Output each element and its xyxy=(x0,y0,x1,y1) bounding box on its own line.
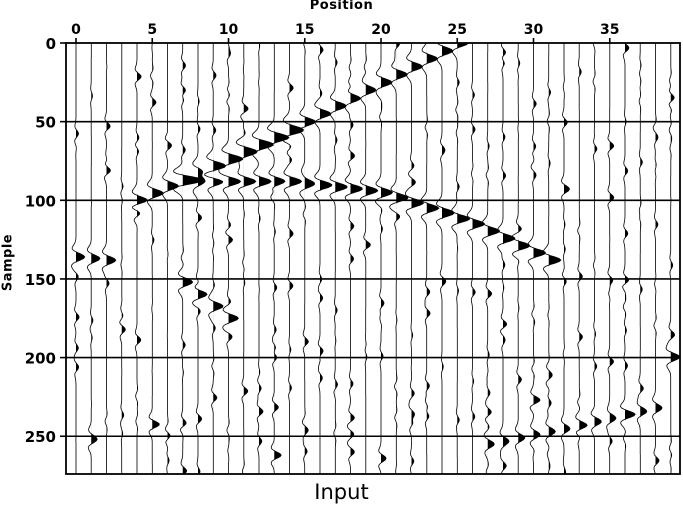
trace-fill xyxy=(167,43,179,474)
trace-fill xyxy=(533,43,546,474)
trace-fill xyxy=(182,43,204,474)
trace-wiggle xyxy=(481,43,501,475)
trace-fill xyxy=(442,43,455,474)
trace-wiggle xyxy=(71,43,86,474)
trace-fill xyxy=(564,43,570,474)
trace-fill xyxy=(503,43,515,474)
trace-fill xyxy=(198,43,207,474)
trace-wiggle xyxy=(497,42,516,475)
x-tick-label: 5 xyxy=(147,22,157,38)
trace-wiggle xyxy=(172,43,205,475)
x-tick-label: 35 xyxy=(600,22,619,38)
trace-fill xyxy=(320,43,332,474)
trace-wiggle xyxy=(543,43,562,475)
x-tick-label: 25 xyxy=(448,22,467,38)
trace-wiggle xyxy=(359,43,379,474)
trace-wiggle xyxy=(235,43,258,475)
x-tick-label: 30 xyxy=(524,22,544,38)
plot-frame xyxy=(65,42,681,475)
y-tick-label: 200 xyxy=(25,350,56,368)
trace-wiggle xyxy=(665,43,681,475)
trace-fill xyxy=(106,43,116,474)
trace-fill xyxy=(152,43,163,474)
trace-fill xyxy=(411,43,424,474)
trace-fill xyxy=(670,43,680,474)
trace-wiggle xyxy=(162,43,180,475)
trace-fill xyxy=(228,43,243,474)
trace-wiggle xyxy=(329,43,348,474)
trace-wiggle xyxy=(606,43,617,474)
trace-wiggle xyxy=(101,43,117,474)
y-tick-label: 250 xyxy=(25,428,56,446)
trace-wiggle xyxy=(590,42,602,474)
chart-title: Input xyxy=(314,480,369,504)
trace-fill xyxy=(625,43,636,474)
trace-wiggle xyxy=(636,43,648,474)
trace-wiggle xyxy=(344,43,363,474)
trace-wiggle xyxy=(652,43,663,475)
trace-fill xyxy=(518,43,530,474)
trace-wiggle xyxy=(299,43,317,474)
trace-wiggle xyxy=(451,42,471,474)
trace-fill xyxy=(243,43,258,474)
trace-wiggle xyxy=(119,43,126,474)
trace-wiggle xyxy=(435,42,455,474)
trace-fill xyxy=(396,43,409,474)
trace-wiggle xyxy=(131,43,148,474)
trace-fill xyxy=(457,43,470,474)
trace-wiggle xyxy=(86,43,101,474)
x-tick-label: 0 xyxy=(71,22,81,38)
trace-fill xyxy=(274,43,289,474)
trace-fill xyxy=(91,43,100,474)
trace-fill xyxy=(365,43,378,474)
trace-fill xyxy=(579,43,588,474)
trace-fill xyxy=(137,43,148,474)
trace-fill xyxy=(213,43,226,474)
trace-wiggle xyxy=(421,42,440,474)
trace-wiggle xyxy=(527,43,546,474)
trace-wiggle xyxy=(511,43,531,474)
trace-wiggle xyxy=(389,43,409,475)
trace-wiggle xyxy=(192,43,208,475)
x-axis-label: Position xyxy=(309,0,374,13)
trace-fill xyxy=(609,43,616,474)
trace-fill xyxy=(289,43,304,474)
trace-fill xyxy=(350,43,363,474)
trace-wiggle xyxy=(281,43,304,474)
trace-fill xyxy=(594,43,602,474)
x-tick-label: 20 xyxy=(371,22,391,38)
trace-wiggle xyxy=(374,43,394,475)
trace-wiggle xyxy=(575,43,588,475)
trace-wiggle xyxy=(404,43,424,475)
trace-wiggle xyxy=(218,42,244,474)
trace-wiggle xyxy=(251,42,274,474)
y-tick-label: 100 xyxy=(25,192,56,210)
trace-fill xyxy=(472,43,485,474)
trace-wiggle xyxy=(204,43,227,474)
y-tick-label: 0 xyxy=(46,35,56,53)
trace-fill xyxy=(548,43,561,474)
trace-wiggle xyxy=(466,43,486,474)
trace-wiggle xyxy=(619,42,636,474)
y-tick-label: 50 xyxy=(35,114,56,132)
trace-wiggle xyxy=(560,43,571,475)
trace-wiggle xyxy=(266,43,290,474)
trace-fill xyxy=(426,43,439,474)
trace-fill xyxy=(381,43,393,474)
x-tick-label: 15 xyxy=(295,22,314,38)
trace-wiggle xyxy=(314,42,333,474)
y-tick-label: 150 xyxy=(25,271,56,289)
trace-wiggle xyxy=(146,42,164,474)
trace-fill xyxy=(304,43,316,474)
x-tick-label: 10 xyxy=(219,22,239,38)
